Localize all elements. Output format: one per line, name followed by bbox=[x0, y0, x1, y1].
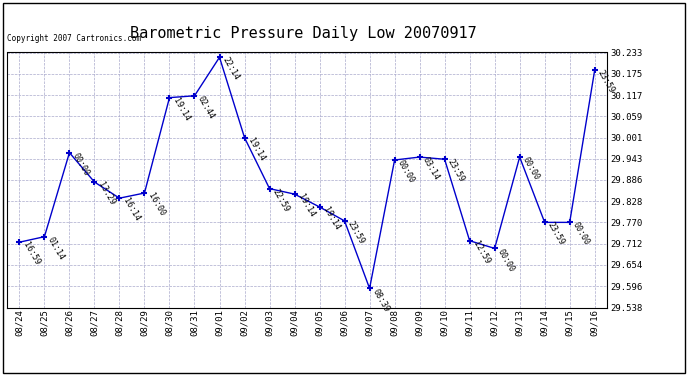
Text: 00:00: 00:00 bbox=[521, 156, 542, 182]
Text: 16:14: 16:14 bbox=[121, 197, 141, 223]
Text: 23:59: 23:59 bbox=[446, 158, 466, 184]
Text: Barometric Pressure Daily Low 20070917: Barometric Pressure Daily Low 20070917 bbox=[130, 26, 477, 41]
Text: 22:14: 22:14 bbox=[221, 56, 242, 82]
Text: 00:00: 00:00 bbox=[571, 221, 591, 247]
Text: 13:29: 13:29 bbox=[96, 181, 116, 207]
Text: 19:14: 19:14 bbox=[296, 193, 316, 219]
Text: 00:00: 00:00 bbox=[496, 247, 516, 273]
Text: 19:14: 19:14 bbox=[171, 96, 191, 122]
Text: 12:59: 12:59 bbox=[471, 239, 491, 266]
Text: 23:59: 23:59 bbox=[346, 219, 366, 246]
Text: 01:14: 01:14 bbox=[46, 235, 66, 261]
Text: Copyright 2007 Cartronics.com: Copyright 2007 Cartronics.com bbox=[7, 34, 141, 43]
Text: 23:59: 23:59 bbox=[546, 221, 566, 247]
Text: 16:59: 16:59 bbox=[21, 241, 41, 267]
Text: 23:59: 23:59 bbox=[596, 69, 616, 95]
Text: 00:00: 00:00 bbox=[396, 159, 416, 185]
Text: 03:14: 03:14 bbox=[421, 156, 442, 182]
Text: 19:14: 19:14 bbox=[246, 136, 266, 162]
Text: 22:59: 22:59 bbox=[271, 187, 291, 213]
Text: 00:00: 00:00 bbox=[71, 151, 91, 177]
Text: 16:00: 16:00 bbox=[146, 192, 166, 218]
Text: 08:39: 08:39 bbox=[371, 287, 391, 313]
Text: 02:44: 02:44 bbox=[196, 94, 216, 120]
Text: 19:14: 19:14 bbox=[321, 206, 342, 232]
